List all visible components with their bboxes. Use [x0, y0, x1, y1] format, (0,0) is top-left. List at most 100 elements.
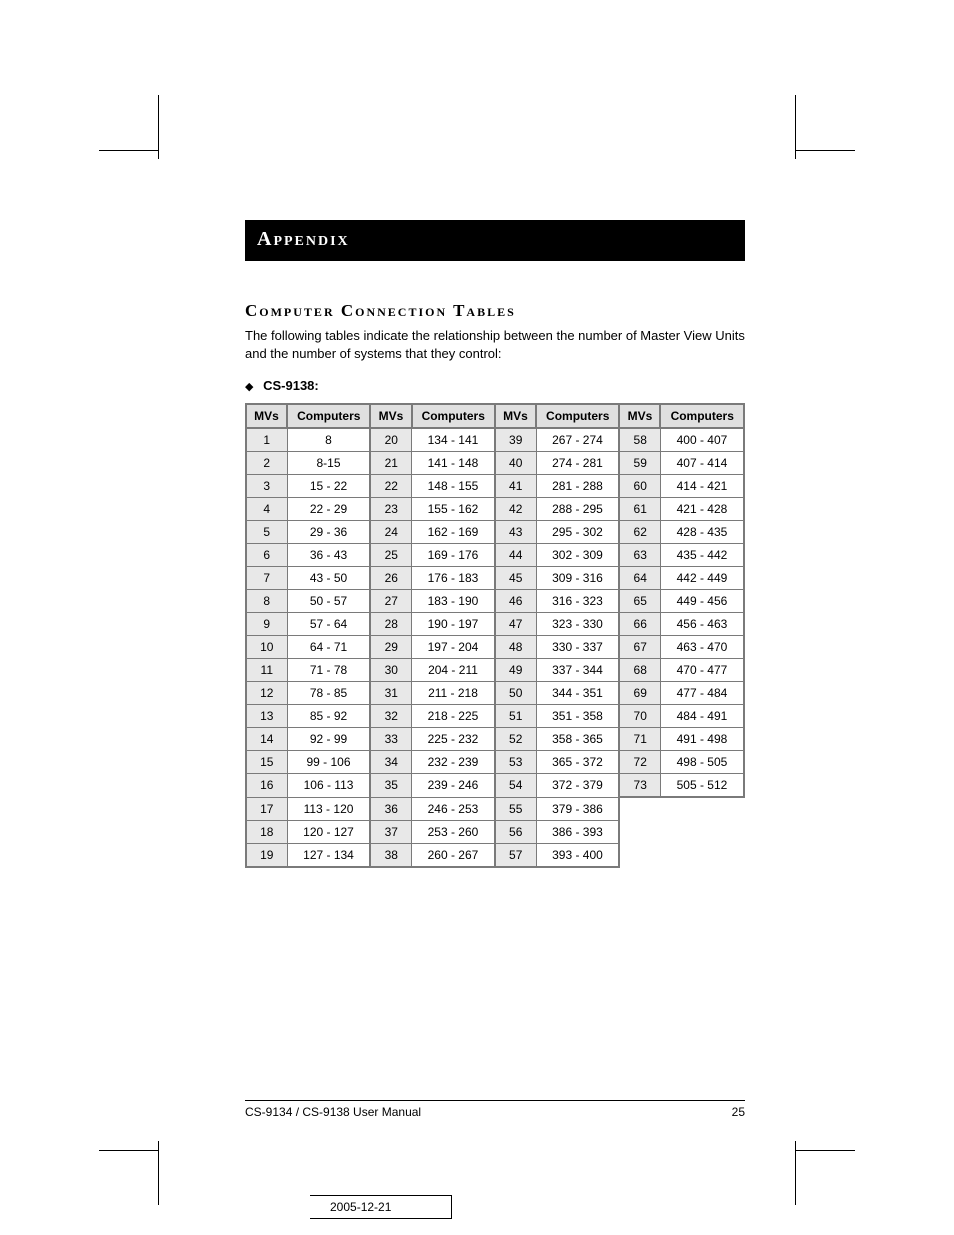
cell-mvs: 16 [246, 774, 287, 798]
cell-mvs: 56 [495, 820, 536, 843]
table-row: 17113 - 12036246 - 25355379 - 386 [246, 797, 744, 820]
cell-mvs: 72 [619, 751, 660, 774]
cell-computers: 323 - 330 [536, 613, 619, 636]
cell-mvs: 34 [370, 751, 411, 774]
cell-computers: 162 - 169 [412, 521, 495, 544]
cell-computers: 29 - 36 [287, 521, 370, 544]
cell-mvs: 44 [495, 544, 536, 567]
cell-computers: 365 - 372 [536, 751, 619, 774]
cell-computers: 386 - 393 [536, 820, 619, 843]
cell-mvs: 20 [370, 428, 411, 452]
cell-computers: 239 - 246 [412, 774, 495, 798]
cell-mvs: 35 [370, 774, 411, 798]
cell-mvs: 65 [619, 590, 660, 613]
table-row: 529 - 3624162 - 16943295 - 30262428 - 43… [246, 521, 744, 544]
cell-computers: 22 - 29 [287, 498, 370, 521]
cell-computers: 99 - 106 [287, 751, 370, 774]
table-row: 1064 - 7129197 - 20448330 - 33767463 - 4… [246, 636, 744, 659]
cell-mvs: 18 [246, 820, 287, 843]
cell-mvs: 13 [246, 705, 287, 728]
cell-mvs: 7 [246, 567, 287, 590]
cell-computers: 414 - 421 [660, 475, 744, 498]
page-number: 25 [732, 1105, 745, 1119]
cell-mvs: 4 [246, 498, 287, 521]
cell-computers: 36 - 43 [287, 544, 370, 567]
cell-computers: 379 - 386 [536, 797, 619, 820]
cell-computers: 351 - 358 [536, 705, 619, 728]
table-row: 850 - 5727183 - 19046316 - 32365449 - 45… [246, 590, 744, 613]
cell-mvs: 71 [619, 728, 660, 751]
cell-computers: 155 - 162 [412, 498, 495, 521]
cell-computers: 246 - 253 [412, 797, 495, 820]
cell-mvs: 25 [370, 544, 411, 567]
cell-mvs: 29 [370, 636, 411, 659]
crop-mark [775, 1141, 796, 1205]
page-footer: CS-9134 / CS-9138 User Manual 25 [245, 1100, 745, 1119]
cell-mvs: 69 [619, 682, 660, 705]
cell-mvs: 46 [495, 590, 536, 613]
cell-computers: 274 - 281 [536, 452, 619, 475]
cell-mvs: 12 [246, 682, 287, 705]
cell-computers: 295 - 302 [536, 521, 619, 544]
cell-computers: 218 - 225 [412, 705, 495, 728]
cell-computers: 141 - 148 [412, 452, 495, 475]
cell-computers: 211 - 218 [412, 682, 495, 705]
cell-computers: 120 - 127 [287, 820, 370, 843]
th-computers: Computers [660, 404, 744, 428]
cell-mvs: 48 [495, 636, 536, 659]
crop-mark [158, 1141, 179, 1205]
cell-mvs: 27 [370, 590, 411, 613]
cell-mvs: 37 [370, 820, 411, 843]
cell-mvs: 22 [370, 475, 411, 498]
cell-mvs: 47 [495, 613, 536, 636]
cell-mvs: 23 [370, 498, 411, 521]
cell-mvs: 40 [495, 452, 536, 475]
footer-manual-title: CS-9134 / CS-9138 User Manual [245, 1105, 421, 1119]
cell-computers: 428 - 435 [660, 521, 744, 544]
cell-computers: 85 - 92 [287, 705, 370, 728]
cell-computers: 232 - 239 [412, 751, 495, 774]
table-row: 1278 - 8531211 - 21850344 - 35169477 - 4… [246, 682, 744, 705]
cell-mvs: 2 [246, 452, 287, 475]
cell-computers: 484 - 491 [660, 705, 744, 728]
cell-mvs: 26 [370, 567, 411, 590]
cell-mvs: 10 [246, 636, 287, 659]
cell-computers: 78 - 85 [287, 682, 370, 705]
cell-computers: 64 - 71 [287, 636, 370, 659]
cell-mvs: 66 [619, 613, 660, 636]
cell-mvs: 6 [246, 544, 287, 567]
cell-mvs: 54 [495, 774, 536, 798]
table-row: 16106 - 11335239 - 24654372 - 37973505 -… [246, 774, 744, 798]
table-row: 18120 - 12737253 - 26056386 - 393 [246, 820, 744, 843]
cell-mvs: 8 [246, 590, 287, 613]
cell-mvs: 32 [370, 705, 411, 728]
cell-mvs: 59 [619, 452, 660, 475]
cell-computers: 421 - 428 [660, 498, 744, 521]
cell-mvs: 55 [495, 797, 536, 820]
section-title: Computer Connection Tables [245, 301, 745, 321]
th-mvs: MVs [619, 404, 660, 428]
cell-mvs: 51 [495, 705, 536, 728]
th-mvs: MVs [495, 404, 536, 428]
cell-mvs: 63 [619, 544, 660, 567]
cell-mvs: 57 [495, 843, 536, 867]
cell-computers: 372 - 379 [536, 774, 619, 798]
connection-table: MVs Computers MVs Computers MVs Computer… [245, 403, 745, 868]
cell-mvs: 62 [619, 521, 660, 544]
cell-computers: 190 - 197 [412, 613, 495, 636]
page-content: Appendix Computer Connection Tables The … [245, 220, 745, 868]
cell-computers: 134 - 141 [412, 428, 495, 452]
cell-computers: 43 - 50 [287, 567, 370, 590]
cell-mvs: 11 [246, 659, 287, 682]
cell-mvs: 52 [495, 728, 536, 751]
date-box: 2005-12-21 [310, 1195, 452, 1219]
cell-computers: 316 - 323 [536, 590, 619, 613]
cell-mvs: 41 [495, 475, 536, 498]
cell-computers: 337 - 344 [536, 659, 619, 682]
table-row: 1385 - 9232218 - 22551351 - 35870484 - 4… [246, 705, 744, 728]
cell-mvs: 42 [495, 498, 536, 521]
cell-computers: 463 - 470 [660, 636, 744, 659]
cell-computers: 498 - 505 [660, 751, 744, 774]
th-mvs: MVs [370, 404, 411, 428]
cell-computers: 477 - 484 [660, 682, 744, 705]
